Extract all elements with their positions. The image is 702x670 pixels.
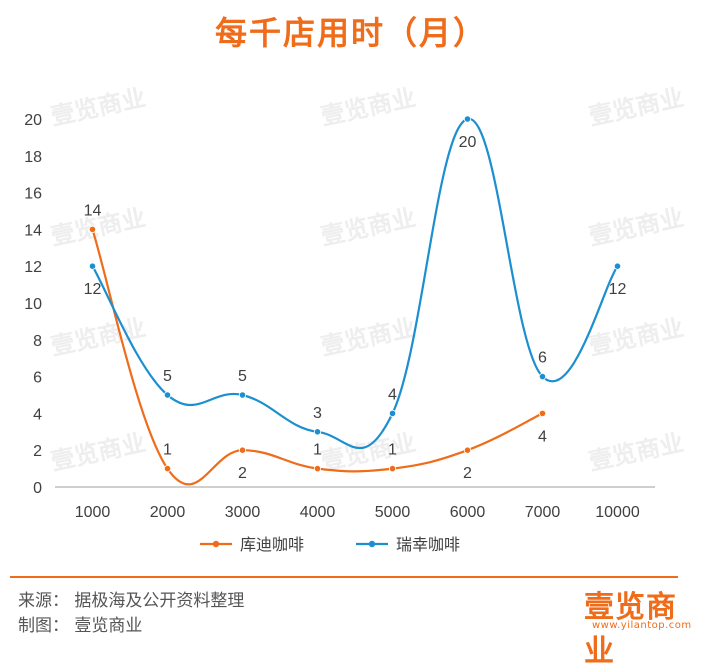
watermark-text: 壹览商业 — [586, 429, 686, 476]
data-label: 2 — [463, 465, 472, 482]
data-point — [388, 409, 397, 417]
source-note: 来源： 据极海及公开资料整理 — [18, 591, 245, 611]
legend-label: 瑞幸咖啡 — [396, 535, 460, 554]
watermark-text: 壹览商业 — [586, 204, 686, 251]
data-label: 1 — [388, 442, 397, 459]
y-tick-label: 4 — [33, 406, 42, 423]
x-tick-label: 6000 — [450, 504, 486, 521]
y-tick-label: 14 — [24, 222, 42, 239]
watermark-text: 壹览商业 — [318, 314, 418, 361]
y-tick-label: 0 — [33, 480, 42, 497]
data-point — [88, 262, 97, 270]
data-label: 2 — [238, 465, 247, 482]
series-line-2 — [91, 117, 619, 450]
watermark-text: 壹览商业 — [586, 84, 686, 131]
x-tick-label: 10000 — [595, 504, 640, 521]
data-label: 20 — [459, 134, 477, 151]
data-label: 14 — [84, 202, 102, 219]
data-point — [463, 115, 472, 123]
y-tick-label: 12 — [24, 259, 42, 276]
data-label: 1 — [163, 442, 172, 459]
data-label: 5 — [238, 368, 247, 385]
data-point — [163, 391, 172, 399]
data-point — [88, 225, 97, 233]
data-label: 5 — [163, 368, 172, 385]
data-label: 12 — [84, 281, 102, 298]
legend-label: 库迪咖啡 — [240, 535, 304, 554]
x-tick-label: 3000 — [225, 504, 261, 521]
data-label: 12 — [609, 281, 627, 298]
watermark-text: 壹览商业 — [586, 314, 686, 361]
data-point — [238, 446, 247, 454]
y-tick-label: 2 — [33, 443, 42, 460]
chart-title: 每千店用时（月） — [214, 14, 487, 52]
data-point — [313, 464, 322, 473]
data-point — [238, 391, 247, 399]
y-tick-label: 20 — [24, 112, 42, 129]
footer-divider — [10, 576, 678, 578]
data-point — [613, 262, 622, 270]
data-point — [313, 428, 322, 436]
y-tick-label: 18 — [24, 149, 42, 166]
data-label: 4 — [388, 386, 397, 403]
data-label: 4 — [538, 428, 547, 445]
y-tick-label: 16 — [24, 186, 42, 203]
watermark-text: 壹览商业 — [318, 204, 418, 251]
data-point — [388, 464, 397, 473]
watermark-text: 壹览商业 — [48, 84, 148, 131]
data-label: 6 — [538, 350, 547, 367]
watermark-text: 壹览商业 — [48, 429, 148, 476]
x-tick-label: 7000 — [525, 504, 561, 521]
y-tick-label: 10 — [24, 296, 42, 313]
data-point — [463, 446, 472, 454]
legend-marker — [212, 540, 220, 548]
maker-note: 制图： 壹览商业 — [18, 616, 143, 636]
x-tick-label: 5000 — [375, 504, 411, 521]
watermark-text: 壹览商业 — [318, 429, 418, 476]
legend-marker — [368, 540, 376, 548]
data-point — [538, 409, 547, 417]
brand-url: www.yilantop.com — [592, 620, 692, 631]
x-tick-label: 2000 — [150, 504, 186, 521]
y-tick-label: 8 — [33, 333, 42, 350]
x-tick-label: 1000 — [75, 504, 111, 521]
watermark-text: 壹览商业 — [318, 84, 418, 131]
data-label: 1 — [313, 442, 322, 459]
data-label: 3 — [313, 405, 322, 422]
x-tick-label: 4000 — [300, 504, 336, 521]
data-point — [163, 464, 172, 473]
y-tick-label: 6 — [33, 370, 42, 387]
watermark-text: 壹览商业 — [48, 314, 148, 361]
data-point — [538, 372, 547, 381]
